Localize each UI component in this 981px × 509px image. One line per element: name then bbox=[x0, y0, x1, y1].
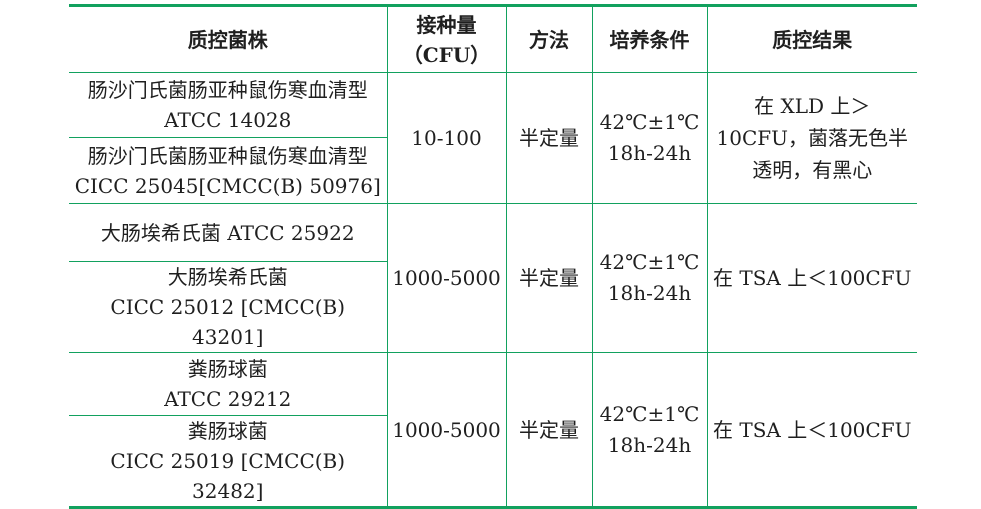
table-row: 粪肠球菌 ATCC 29212 1000-5000 半定量 42℃±1℃ 18h… bbox=[69, 352, 917, 509]
inoculum-cell: 1000-5000 bbox=[387, 352, 507, 509]
method-cell: 半定量 bbox=[506, 72, 593, 204]
table-row: 大肠埃希氏菌 ATCC 25922 1000-5000 半定量 42℃±1℃ 1… bbox=[69, 203, 917, 353]
inoculum-cell: 10-100 bbox=[387, 72, 507, 204]
strain-cell-ecoli-cicc: 大肠埃希氏菌 CICC 25012 [CMCC(B) 43201] bbox=[69, 261, 388, 353]
strain-code: CICC 25019 [CMCC(B) 32482] bbox=[110, 449, 346, 503]
strain-name: 肠沙门氏菌肠亚种鼠伤寒血清型 bbox=[87, 143, 368, 168]
result-cell: 在 TSA 上＜100CFU bbox=[707, 203, 917, 353]
condition-time: 18h-24h bbox=[607, 141, 692, 165]
strain-code: ATCC 14028 bbox=[164, 108, 292, 132]
table-row: 肠沙门氏菌肠亚种鼠伤寒血清型 CICC 25045[CMCC(B) 50976] bbox=[69, 137, 917, 204]
strain-cell-enterococcus-atcc: 粪肠球菌 ATCC 29212 bbox=[69, 352, 388, 416]
strain-name: 肠沙门氏菌肠亚种鼠伤寒血清型 bbox=[87, 78, 368, 102]
method-cell: 半定量 bbox=[506, 352, 593, 509]
strain-code: ATCC 29212 bbox=[164, 387, 292, 411]
method-cell: 半定量 bbox=[506, 203, 593, 353]
table-row: 肠沙门氏菌肠亚种鼠伤寒血清型 ATCC 14028 10-100 半定量 42℃… bbox=[69, 72, 917, 204]
inoculum-cell: 1000-5000 bbox=[387, 203, 507, 353]
condition-time: 18h-24h bbox=[607, 432, 692, 457]
strain-cell-salmonella-atcc: 肠沙门氏菌肠亚种鼠伤寒血清型 ATCC 14028 bbox=[69, 72, 388, 138]
strain-name: 大肠埃希氏菌 ATCC 25922 bbox=[100, 220, 355, 245]
strain-cell-enterococcus-cicc: 粪肠球菌 CICC 25019 [CMCC(B) 32482] bbox=[69, 415, 388, 509]
condition-cell: 42℃±1℃ 18h-24h bbox=[592, 352, 708, 509]
condition-cell: 42℃±1℃ 18h-24h bbox=[592, 203, 708, 353]
qc-strain-table: 质控菌株 接种量 （CFU） 方法 培养条件 质控结果 肠沙门氏菌肠亚种鼠伤寒血… bbox=[69, 4, 917, 509]
document-page: 质控菌株 接种量 （CFU） 方法 培养条件 质控结果 肠沙门氏菌肠亚种鼠伤寒血… bbox=[69, 4, 917, 509]
strain-cell-salmonella-cicc: 肠沙门氏菌肠亚种鼠伤寒血清型 CICC 25045[CMCC(B) 50976] bbox=[69, 137, 388, 204]
table-header-row: 质控菌株 接种量 （CFU） 方法 培养条件 质控结果 bbox=[69, 4, 917, 73]
result-cell: 在 XLD 上＞10CFU，菌落无色半透明，有黑心 bbox=[707, 72, 917, 204]
header-strain: 质控菌株 bbox=[69, 4, 388, 73]
header-inoculum: 接种量 （CFU） bbox=[387, 4, 507, 73]
header-condition: 培养条件 bbox=[592, 4, 708, 73]
strain-name: 粪肠球菌 bbox=[187, 419, 268, 443]
header-result: 质控结果 bbox=[707, 4, 917, 73]
strain-code: CICC 25045[CMCC(B) 50976] bbox=[74, 173, 381, 198]
header-inoculum-line2: （CFU） bbox=[402, 42, 491, 67]
table-row: 大肠埃希氏菌 CICC 25012 [CMCC(B) 43201] bbox=[69, 261, 917, 353]
condition-temp: 42℃±1℃ bbox=[599, 401, 700, 426]
result-cell: 在 TSA 上＜100CFU bbox=[707, 352, 917, 509]
condition-temp: 42℃±1℃ bbox=[599, 110, 700, 134]
strain-cell-ecoli-atcc: 大肠埃希氏菌 ATCC 25922 bbox=[69, 203, 388, 262]
condition-cell: 42℃±1℃ 18h-24h bbox=[592, 72, 708, 204]
condition-time: 18h-24h bbox=[607, 281, 692, 305]
header-method: 方法 bbox=[506, 4, 593, 73]
strain-code: CICC 25012 [CMCC(B) 43201] bbox=[110, 295, 346, 349]
header-inoculum-line1: 接种量 bbox=[416, 12, 477, 37]
condition-temp: 42℃±1℃ bbox=[599, 250, 700, 274]
strain-name: 大肠埃希氏菌 bbox=[167, 265, 288, 289]
strain-name: 粪肠球菌 bbox=[187, 357, 268, 381]
